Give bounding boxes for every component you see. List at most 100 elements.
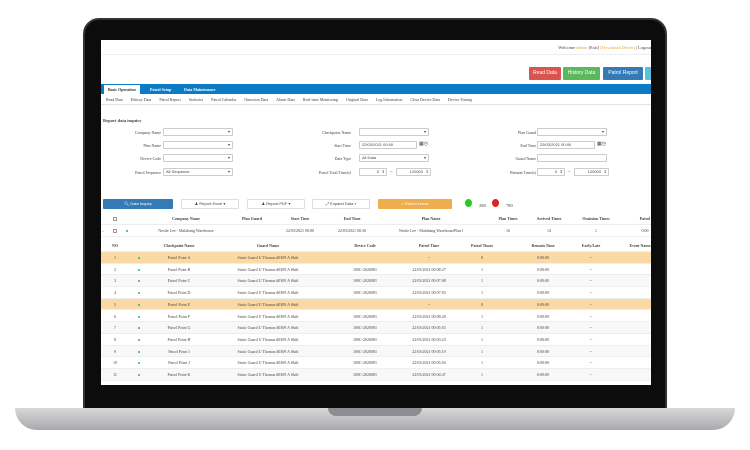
column-header[interactable]: Arrived Times [536, 216, 562, 221]
table-row[interactable]: 1 Patrol Point A Static Guard U Thomas #03… [101, 252, 651, 264]
table-cell: 0:00 [641, 228, 649, 233]
table-row[interactable]: 5 Patrol Point E Static Guard U Thomas #03… [101, 298, 651, 311]
remain-time-min-input[interactable]: 0 ⇕ [537, 168, 565, 176]
patrol-total-time-max-input[interactable]: 120000 ⇕ [396, 168, 431, 176]
column-header[interactable]: Checkpoint Name [163, 243, 195, 248]
patrol-report-button[interactable]: Patrol Report [603, 67, 643, 80]
column-header[interactable]: Event Name [629, 243, 651, 248]
company-name-input[interactable]: ▾ [163, 128, 233, 136]
column-header[interactable]: Plan Guard [241, 216, 263, 221]
table-row[interactable]: 7 Patrol Point G Static Guard U Thomas #03… [101, 322, 651, 334]
table-cell: Patrol Point I [168, 348, 190, 354]
row-checkbox[interactable] [113, 229, 117, 233]
checkpoint-name-input[interactable]: ▾ [359, 128, 429, 136]
subnav-item[interactable]: Statistics [188, 97, 204, 102]
column-header[interactable]: Guard Name [256, 243, 280, 248]
column-header[interactable]: Start Time [290, 216, 310, 221]
user-icon: ♟ [194, 201, 200, 206]
data-inquiry-button[interactable]: 🔍︎ Data Inquiry [103, 199, 173, 209]
data-type-input[interactable]: All Data ▾ [359, 154, 429, 162]
table-row[interactable]: 10 Patrol Point J Static Guard U Thomas #0… [101, 357, 651, 369]
guard-name-input[interactable] [537, 154, 607, 162]
patrol-sequence-label: Patrol Sequence [135, 170, 161, 175]
history-data-button[interactable]: History Data [563, 67, 600, 80]
table-row[interactable]: – Nestle Lee - Malabang Warehouse 22/03/20… [101, 225, 651, 237]
column-header[interactable]: Remain Time [531, 243, 555, 248]
plan-guard-label: Plan Guard [517, 130, 536, 135]
subnav-item[interactable]: Device Timing [447, 97, 472, 102]
column-header[interactable]: NO [112, 243, 118, 248]
subnav-item[interactable]: History Data [130, 97, 152, 102]
subnav-item[interactable]: Omission Data [244, 97, 269, 102]
report-excel-button[interactable]: ♟ Report Excel ▾ [181, 199, 239, 209]
laptop-base [15, 408, 735, 430]
return-home-button[interactable]: ⌂ Return Home [378, 199, 452, 209]
table-cell: 100C-2020081 [353, 360, 377, 366]
top-bar: Welcome admin [Exit] [Download Driver] |… [101, 40, 651, 55]
table-cell: 10 [113, 360, 117, 366]
table-cell: 0:00:00 [536, 266, 550, 272]
plan-name-input[interactable]: ▾ [163, 141, 233, 149]
start-time-input[interactable]: 22/03/2021 00:00 [359, 141, 417, 149]
column-header[interactable]: Company Name [172, 216, 200, 221]
table-cell: 1 [481, 290, 483, 296]
device-code-input[interactable]: ▾ [163, 154, 233, 162]
table-cell: Static Guard U Thomas #0309 A Shift [237, 372, 299, 377]
column-header[interactable]: Plan Times [498, 216, 518, 221]
select-all-checkbox[interactable] [113, 217, 117, 221]
extra-button[interactable] [645, 67, 651, 80]
table-cell: Patrol Point A [167, 255, 191, 260]
patrol-total-time-min-input[interactable]: 0 ⇕ [359, 168, 387, 176]
subnav-item[interactable]: Real-time Monitoring [302, 97, 338, 102]
subnav-item[interactable]: Original Data [345, 97, 368, 102]
range-dash: ~ [568, 169, 571, 174]
column-header[interactable]: Device Code [354, 243, 376, 248]
subnav-item[interactable]: Log Information [375, 97, 403, 102]
end-time-input[interactable]: 23/03/2021 00:00 [537, 141, 595, 149]
subnav-item[interactable]: Clear Device Data [410, 97, 440, 102]
column-header[interactable]: Patrol [639, 216, 651, 221]
column-header[interactable]: Omission Times [582, 216, 610, 221]
tab-data-maintenance[interactable]: Data Maintenance [184, 87, 216, 92]
table-row[interactable]: 9 Patrol Point I Static Guard U Thomas #03… [101, 345, 651, 358]
table-row[interactable]: 11 Patrol Point K Static Guard U Thomas #0… [101, 369, 651, 381]
subnav-item[interactable]: Patrol Report [159, 97, 181, 102]
read-data-button[interactable]: Read Data [529, 67, 561, 80]
column-header[interactable]: Patrol Time [418, 243, 440, 248]
subnav-item[interactable]: Alarm Data [276, 97, 295, 102]
stepper-icon: ⇕ [603, 169, 607, 174]
expand-data-button[interactable]: ⤢ Expand Data ▾ [312, 199, 370, 209]
download-driver-link[interactable]: [Download Driver] [600, 45, 635, 50]
tab-basic-operation[interactable]: Basic Operation [104, 85, 140, 94]
table-row[interactable]: 8 Patrol Point H Static Guard U Thomas #03… [101, 334, 651, 346]
table-cell: 1 [481, 313, 483, 319]
calendar-clock-icon[interactable]: ▦◷ [419, 142, 429, 147]
table-row[interactable]: 6 Patrol Point F Static Guard U Thomas #03… [101, 311, 651, 323]
table-cell: 4 [114, 290, 116, 296]
home-icon: ⌂ [401, 201, 405, 206]
table-cell: 9 [114, 348, 116, 354]
table-row[interactable]: 4 Patrol Point D Static Guard U Thomas #03… [101, 287, 651, 299]
subnav-item[interactable]: Read Data [106, 97, 123, 102]
patrol-sequence-input[interactable]: All Sequence ▾ [163, 168, 233, 176]
column-header[interactable]: End Time [343, 216, 361, 221]
column-header[interactable]: Plan Name [421, 216, 441, 221]
calendar-clock-icon[interactable]: ▦◷ [597, 142, 607, 147]
table-cell: 22/03/2021 00:05:19 [412, 348, 446, 354]
table-row[interactable]: 2 Patrol Point B Static Guard U Thomas #03… [101, 264, 651, 276]
column-header[interactable]: Early/Late [581, 243, 601, 248]
plan-guard-input[interactable]: ▾ [537, 128, 607, 136]
collapse-icon[interactable]: – [102, 228, 104, 233]
subnav-item[interactable]: Patrol Calendar [211, 97, 237, 102]
tab-patrol-setup[interactable]: Patrol Setup [150, 87, 172, 92]
chevron-down-icon: ▾ [227, 155, 230, 160]
report-pdf-button[interactable]: ♟ Report PDF ▾ [247, 199, 305, 209]
table-row[interactable]: 3 Patrol Point C Static Guard U Thomas #03… [101, 275, 651, 288]
exit-link[interactable]: [Exit] [588, 45, 600, 50]
remain-time-label: Remain Time(s) [510, 170, 536, 175]
table-cell: 1 [481, 336, 483, 342]
column-header[interactable]: Patrol Times [471, 243, 493, 248]
remain-time-max-input[interactable]: 120000 ⇕ [574, 168, 609, 176]
logout-link[interactable]: Logout [638, 45, 651, 50]
table-cell: 8 [114, 336, 116, 342]
